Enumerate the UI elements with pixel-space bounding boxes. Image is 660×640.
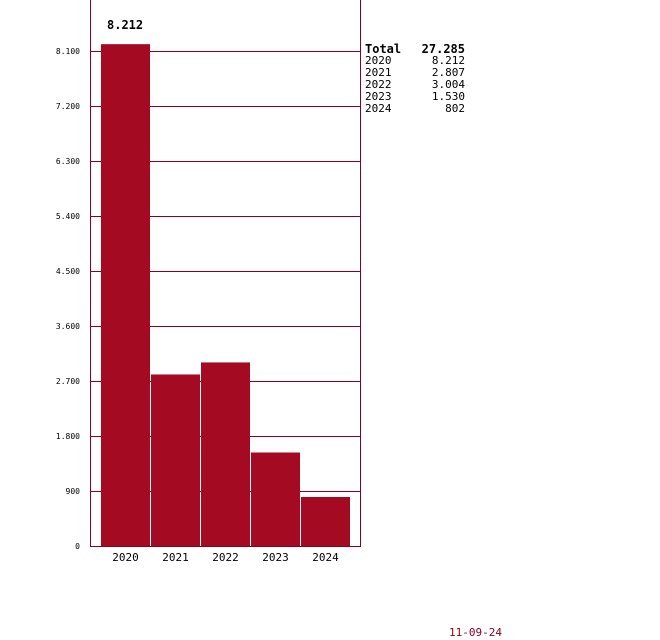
- legend-row: 2022 3.004: [365, 79, 465, 91]
- y-tick-labels: 0 900 1.800 2.700 3.600 4.500 5.400 6.300 7.200 8…: [56, 0, 80, 551]
- legend-row-value: 2.807: [431, 66, 465, 79]
- y-tick-label: 8.100: [56, 47, 80, 56]
- legend-row-label: 2023: [365, 90, 392, 103]
- bars: [101, 44, 350, 547]
- x-tick-labels: 2020 2021 2022 2023 2024: [112, 551, 339, 564]
- y-tick-label: 7.200: [56, 102, 80, 111]
- legend-row: 2020 8.212: [365, 55, 465, 67]
- y-tick-label: 6.300: [56, 157, 80, 166]
- peak-value-label: 8.212: [107, 18, 143, 32]
- y-tick-label: 5.400: [56, 212, 80, 221]
- legend-row-label: 2022: [365, 78, 392, 91]
- bar: [201, 362, 250, 546]
- legend-row-label: 2020: [365, 54, 392, 67]
- legend-row-value: 802: [445, 102, 465, 115]
- bar: [301, 496, 350, 546]
- legend-total-row: Total 27.285: [365, 43, 465, 55]
- legend-total-value: 27.285: [421, 42, 465, 56]
- y-tick-label: 1.800: [56, 432, 80, 441]
- date-stamp: 11-09-24: [449, 626, 502, 639]
- bar: [151, 374, 200, 546]
- x-tick-label: 2020: [112, 551, 139, 564]
- legend-table: Total 27.285 2020 8.212 2021 2.807 2022 …: [365, 43, 465, 115]
- y-tick-label: 0: [75, 542, 80, 551]
- legend-row-value: 1.530: [431, 90, 465, 103]
- axes: [90, 0, 361, 547]
- legend-row: 2024 802: [365, 103, 465, 115]
- legend-row: 2023 1.530: [365, 91, 465, 103]
- x-tick-label: 2023: [262, 551, 289, 564]
- bar: [101, 44, 150, 547]
- bar: [251, 452, 300, 546]
- y-tick-label: 3.600: [56, 322, 80, 331]
- legend-row-value: 3.004: [431, 78, 465, 91]
- y-tick-label: 4.500: [56, 267, 80, 276]
- y-tick-label: 9.000: [56, 0, 80, 1]
- legend-row-label: 2024: [365, 102, 392, 115]
- y-tick-label: 2.700: [56, 377, 80, 386]
- x-tick-label: 2024: [312, 551, 339, 564]
- legend-row-value: 8.212: [431, 54, 465, 67]
- legend-total-label: Total: [365, 42, 402, 56]
- x-tick-label: 2022: [212, 551, 239, 564]
- legend-row-label: 2021: [365, 66, 392, 79]
- legend-row: 2021 2.807: [365, 67, 465, 79]
- y-tick-label: 900: [66, 487, 81, 496]
- x-tick-label: 2021: [162, 551, 189, 564]
